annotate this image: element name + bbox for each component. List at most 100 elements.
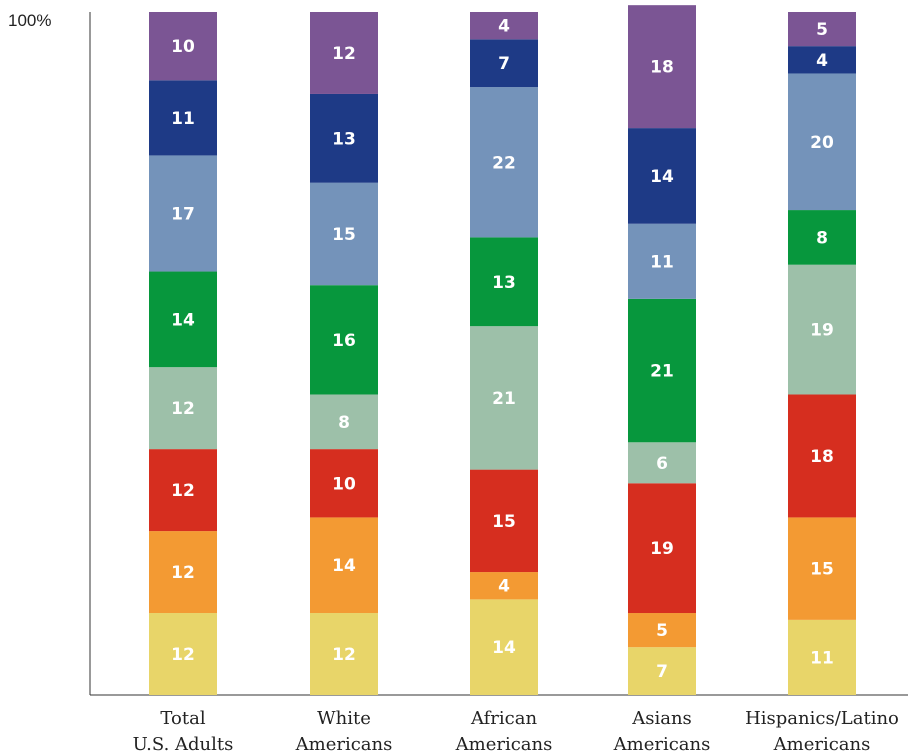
data-label: 15: [332, 225, 356, 245]
data-label: 12: [332, 44, 356, 64]
data-label: 17: [171, 204, 195, 224]
category-label: Americans: [773, 734, 871, 752]
data-label: 11: [810, 648, 834, 668]
bar-segment: [310, 613, 378, 695]
data-label: 8: [816, 228, 828, 248]
bar-segment: [149, 449, 217, 532]
data-label: 14: [650, 167, 674, 187]
bar-segment: [149, 155, 217, 272]
bar-segment: [628, 613, 696, 648]
bar-segment: [310, 517, 378, 614]
bar-segment: [788, 394, 856, 518]
bar-segment: [470, 469, 538, 573]
data-label: 11: [650, 252, 674, 272]
data-label: 6: [656, 454, 668, 474]
bar-segment: [149, 531, 217, 614]
data-label: 8: [338, 413, 350, 433]
bar-segment: [310, 93, 378, 183]
data-label: 4: [498, 17, 510, 37]
bar-segment: [628, 128, 696, 224]
data-label: 19: [650, 539, 674, 559]
data-label: 22: [492, 153, 516, 173]
category-label: Americans: [613, 734, 711, 752]
data-label: 18: [810, 447, 834, 467]
bar-segment: [788, 73, 856, 211]
data-label: 20: [810, 133, 834, 153]
bar-segment: [470, 39, 538, 88]
bar-stack-3: 7 5 19 6 21 11 14 18: [628, 5, 696, 695]
data-label: 5: [656, 621, 668, 641]
category-label: White: [317, 708, 371, 729]
bar-segment: [310, 285, 378, 395]
bar-stack-1: 12 14 10 8 16 15 13 12: [310, 12, 378, 695]
data-label: 12: [171, 399, 195, 419]
bar-segment: [628, 483, 696, 614]
data-label: 10: [332, 474, 356, 494]
data-label: 7: [656, 662, 668, 682]
bar-segment: [470, 326, 538, 470]
bar-segment: [149, 271, 217, 368]
bar-segment: [628, 442, 696, 484]
category-label: Asians: [631, 708, 692, 729]
y-axis-top-label: 100%: [8, 11, 51, 30]
data-label: 4: [816, 51, 828, 71]
bar-segment: [310, 449, 378, 518]
data-label: 12: [171, 645, 195, 665]
data-label: 18: [650, 58, 674, 78]
bar-stack-2: 14 4 15 21 13 22 7 4: [470, 12, 538, 695]
data-label: 5: [816, 20, 828, 40]
data-label: 21: [650, 362, 674, 382]
bar-segment: [149, 613, 217, 695]
data-label: 13: [492, 273, 516, 293]
bar-segment: [310, 394, 378, 450]
data-label: 10: [171, 37, 195, 57]
bar-segment: [149, 367, 217, 450]
bar-stack-4: 11 15 18 19 8 20 4 5: [788, 12, 856, 695]
bar-segment: [628, 647, 696, 695]
category-label: Hispanics/Latino: [745, 708, 899, 729]
bar-segment: [788, 46, 856, 74]
category-labels: Total U.S. Adults White Americans African Ame…: [133, 708, 899, 752]
data-label: 12: [171, 481, 195, 501]
data-label: 21: [492, 389, 516, 409]
bar-segment: [788, 264, 856, 395]
bar-segment: [470, 599, 538, 695]
bar-stack-0: 12 12 12 12 14 17 11 10: [149, 12, 217, 695]
bar-segment: [470, 237, 538, 327]
bar-segment: [470, 572, 538, 600]
bar-segment: [470, 87, 538, 238]
bar-segment: [310, 182, 378, 286]
category-label: African: [470, 708, 538, 729]
bar-segment: [628, 298, 696, 443]
data-label: 14: [171, 310, 195, 330]
data-label: 7: [498, 54, 510, 74]
category-label: Total: [160, 708, 205, 729]
axes: 100%: [8, 11, 908, 696]
bar-segment: [628, 223, 696, 299]
data-label: 15: [810, 560, 834, 580]
bar-segment: [788, 517, 856, 620]
data-label: 11: [171, 109, 195, 129]
bar-segment: [628, 5, 696, 129]
bar-segment: [149, 80, 217, 156]
data-label: 16: [332, 331, 356, 351]
bar-segment: [788, 210, 856, 265]
bar-segment: [788, 619, 856, 695]
bar-segment: [788, 12, 856, 47]
category-label: Americans: [295, 734, 393, 752]
bar-segment: [310, 12, 378, 94]
data-label: 12: [332, 645, 356, 665]
bars: 12 12 12 12 14 17 11 10 12 14 10 8 16 15 13 12 14 4 15 21 13…: [149, 5, 856, 695]
bar-segment: [470, 12, 538, 40]
data-label: 14: [332, 556, 356, 576]
bar-segment: [149, 12, 217, 81]
category-label: U.S. Adults: [133, 734, 234, 752]
category-label: Americans: [455, 734, 553, 752]
data-label: 12: [171, 563, 195, 583]
data-label: 14: [492, 638, 516, 658]
data-label: 13: [332, 129, 356, 149]
data-label: 19: [810, 321, 834, 341]
data-label: 4: [498, 577, 510, 597]
data-label: 15: [492, 512, 516, 532]
